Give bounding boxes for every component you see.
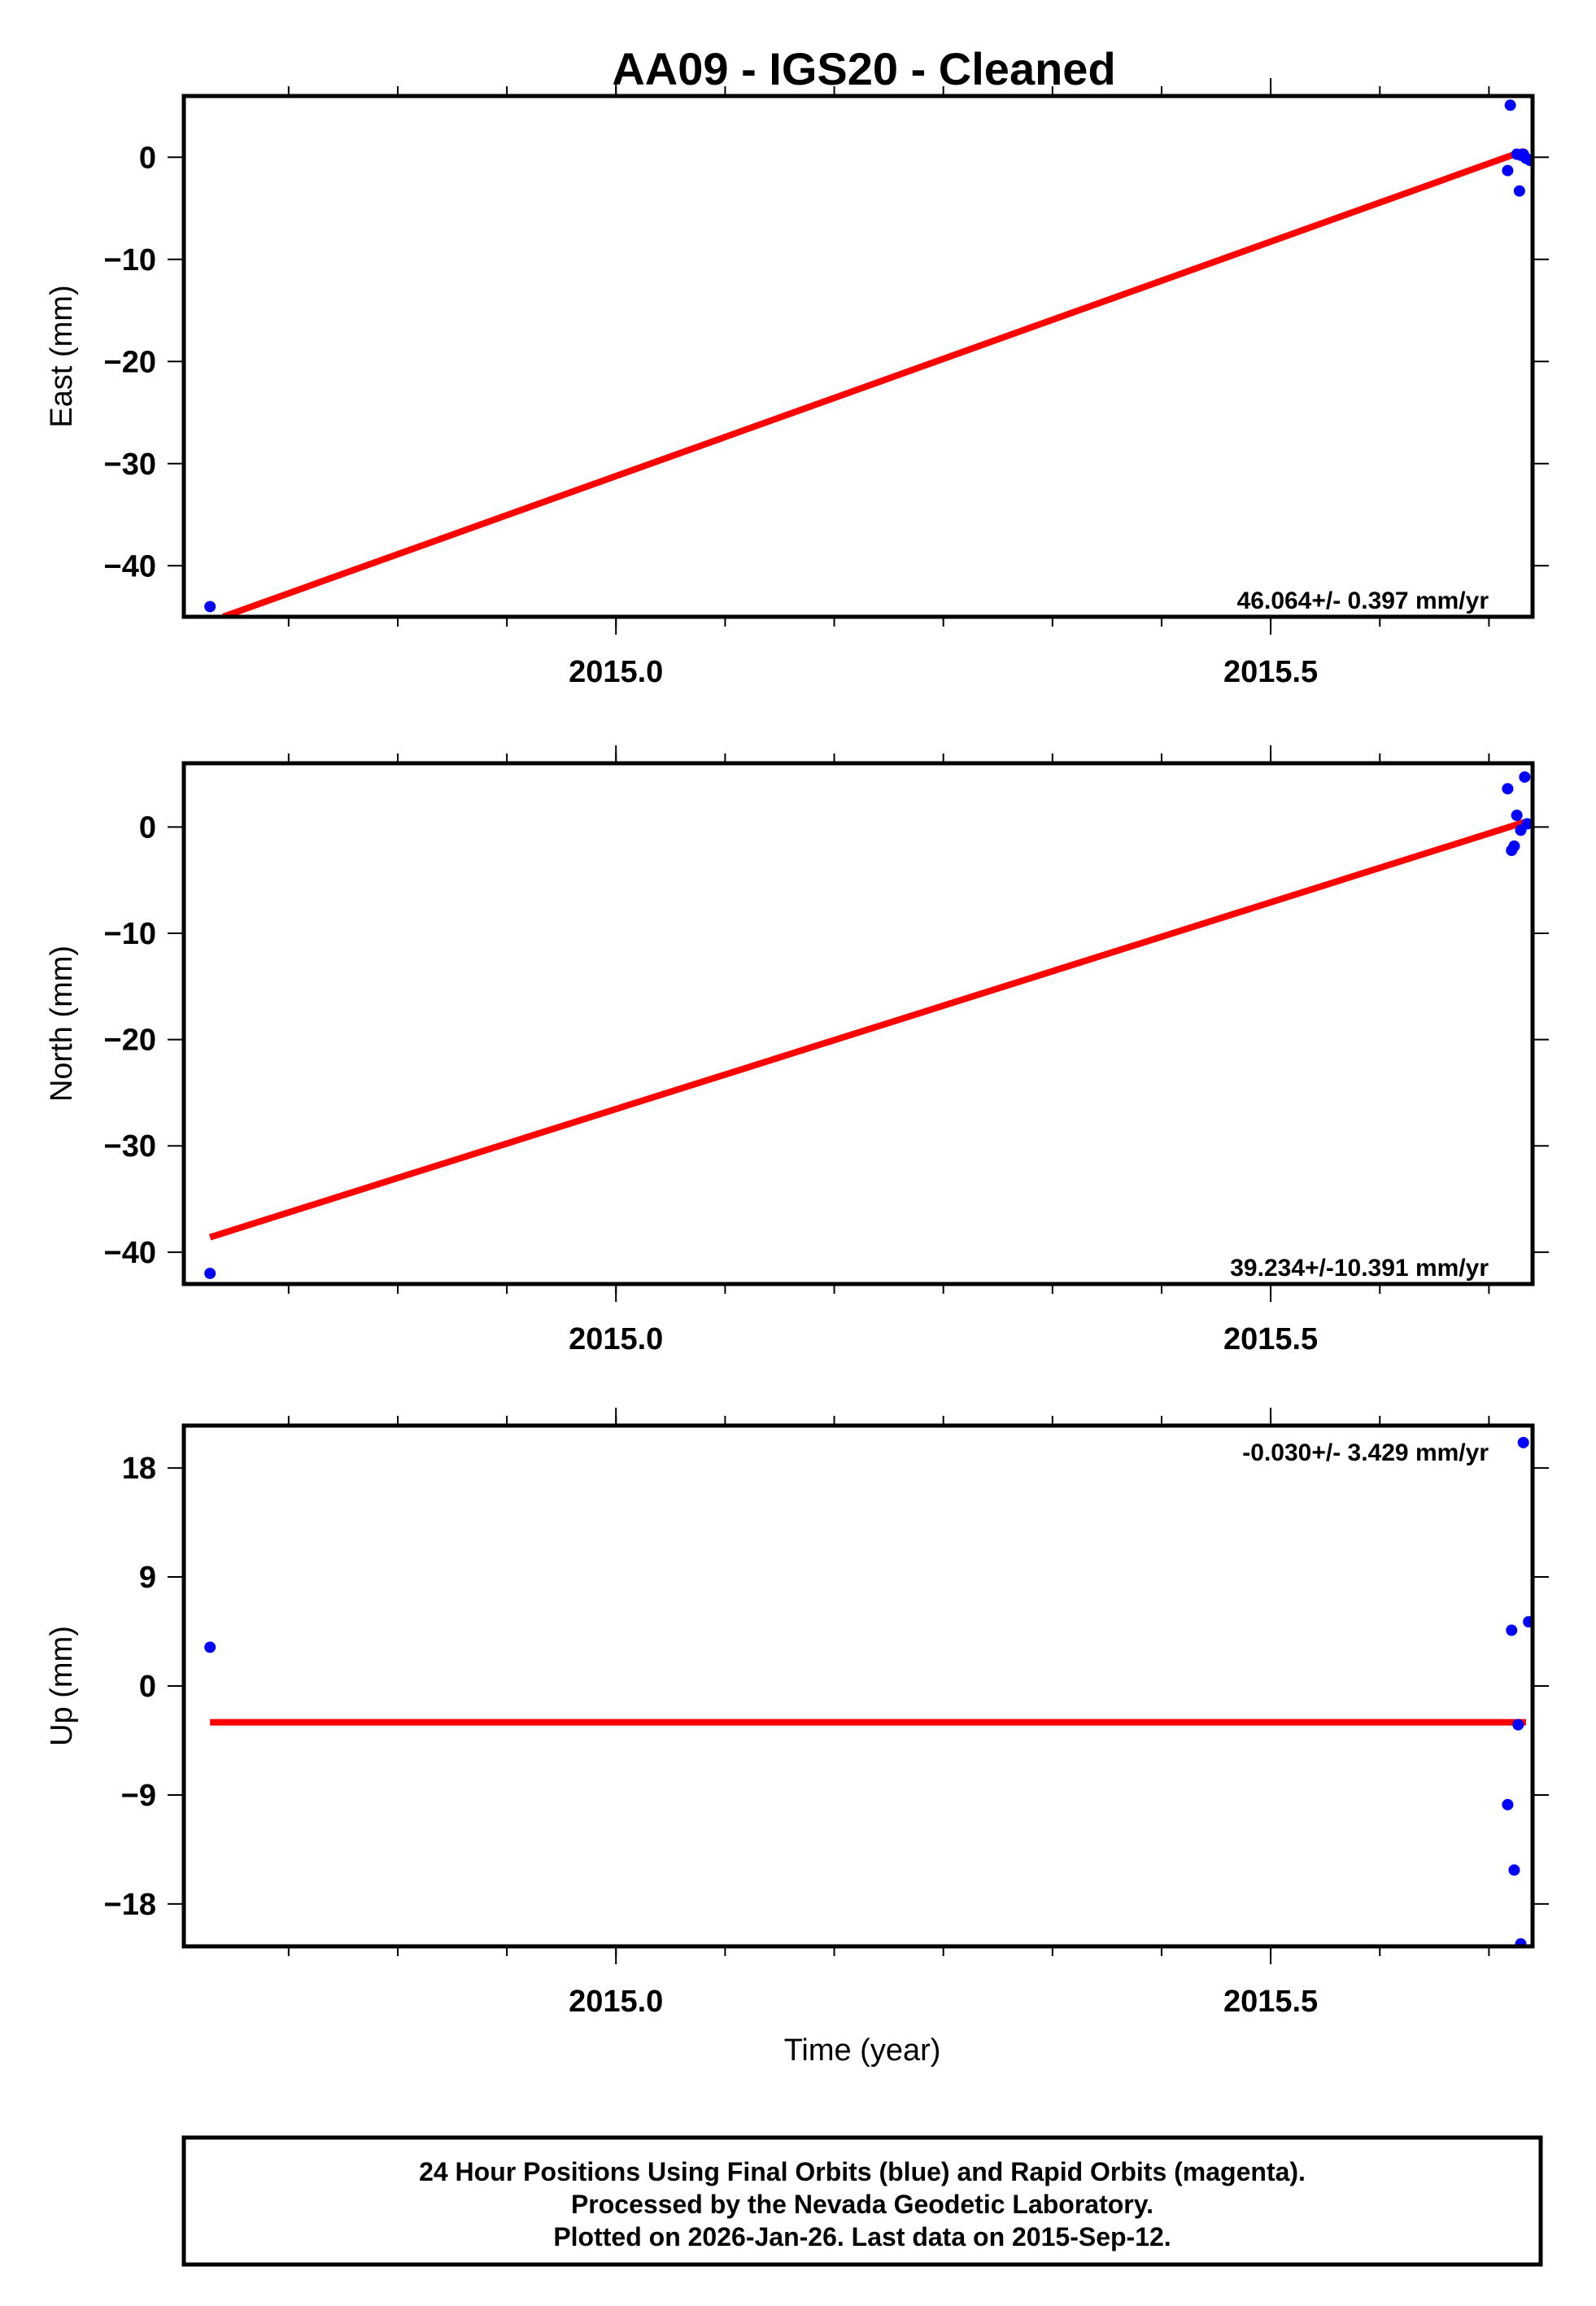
y-tick-label: −30	[104, 448, 156, 482]
y-tick-label: −10	[104, 917, 156, 951]
x-tick-label: 2015.5	[1223, 655, 1318, 689]
y-tick-label: −9	[121, 1779, 156, 1813]
data-point	[1515, 824, 1527, 836]
data-point	[1508, 840, 1520, 852]
rate-annotation: -0.030+/- 3.429 mm/yr	[1242, 1439, 1489, 1466]
data-point	[1513, 185, 1525, 197]
data-point	[1519, 771, 1531, 783]
y-tick-label: −40	[104, 549, 156, 583]
data-point	[1511, 810, 1523, 821]
data-point	[1502, 164, 1514, 177]
x-axis-label: Time (year)	[784, 2033, 941, 2068]
y-tick-label: −40	[104, 1236, 156, 1270]
data-point	[1512, 1719, 1524, 1731]
data-point	[1504, 99, 1516, 111]
y-tick-label: −30	[104, 1129, 156, 1164]
footer-line-processed: Processed by the Nevada Geodetic Laborat…	[571, 2190, 1153, 2219]
y-tick-label: −18	[104, 1888, 156, 1922]
panel-east: 2015.0 2015.5 0 −10 −20 −30 −40 East (mm) 46.064…	[45, 78, 1549, 689]
y-tick-label: −20	[104, 1024, 156, 1058]
plot-frame	[181, 761, 1535, 1286]
y-tick-label: −20	[104, 345, 156, 379]
data-point	[204, 1267, 216, 1279]
footer-line-orbits: 24 Hour Positions Using Final Orbits (bl…	[419, 2157, 1306, 2186]
data-point	[1524, 155, 1533, 167]
chart-title: AA09 - IGS20 - Cleaned	[612, 43, 1115, 94]
x-tick-label: 2015.0	[569, 655, 663, 689]
panel-north: 2015.0 2015.5 0 −10 −20 −30 −40 North (mm) 39.23…	[45, 745, 1549, 1356]
y-tick-label: 0	[139, 141, 156, 175]
footer-box: 24 Hour Positions Using Final Orbits (bl…	[181, 2135, 1543, 2267]
y-tick-label: 18	[122, 1452, 156, 1486]
plot-frame	[181, 1423, 1535, 1949]
rate-annotation: 46.064+/- 0.397 mm/yr	[1237, 587, 1489, 614]
x-tick-label: 2015.0	[569, 1985, 663, 2019]
panel-up: 2015.0 2015.5 18 9 0 −9 −18 Up (mm) -0.030+/- 3.…	[45, 1408, 1549, 2068]
data-point	[1502, 1798, 1514, 1810]
footer-line-plotted: Plotted on 2026-Jan-26. Last data on 201…	[553, 2222, 1171, 2251]
fit-line	[221, 147, 1525, 617]
x-tick-label: 2015.0	[569, 1322, 663, 1356]
x-tick-label: 2015.5	[1223, 1985, 1318, 2019]
data-point	[1523, 1616, 1533, 1628]
y-axis-label: Up (mm)	[45, 1626, 79, 1746]
data-point	[1517, 1436, 1529, 1448]
data-point	[1506, 1624, 1518, 1636]
fit-line	[208, 819, 1528, 1241]
y-tick-label: 9	[139, 1561, 156, 1595]
y-tick-label: −10	[104, 243, 156, 277]
data-point	[204, 1641, 216, 1653]
y-axis-label: North (mm)	[45, 946, 79, 1102]
x-tick-label: 2015.5	[1223, 1322, 1318, 1356]
y-tick-label: 0	[139, 810, 156, 845]
y-axis-label: East (mm)	[45, 285, 79, 427]
plot-frame	[181, 94, 1535, 619]
rate-annotation: 39.234+/-10.391 mm/yr	[1230, 1255, 1489, 1282]
data-point	[1508, 1864, 1520, 1876]
data-point	[204, 601, 216, 613]
data-point	[1502, 783, 1514, 795]
y-tick-label: 0	[139, 1670, 156, 1704]
